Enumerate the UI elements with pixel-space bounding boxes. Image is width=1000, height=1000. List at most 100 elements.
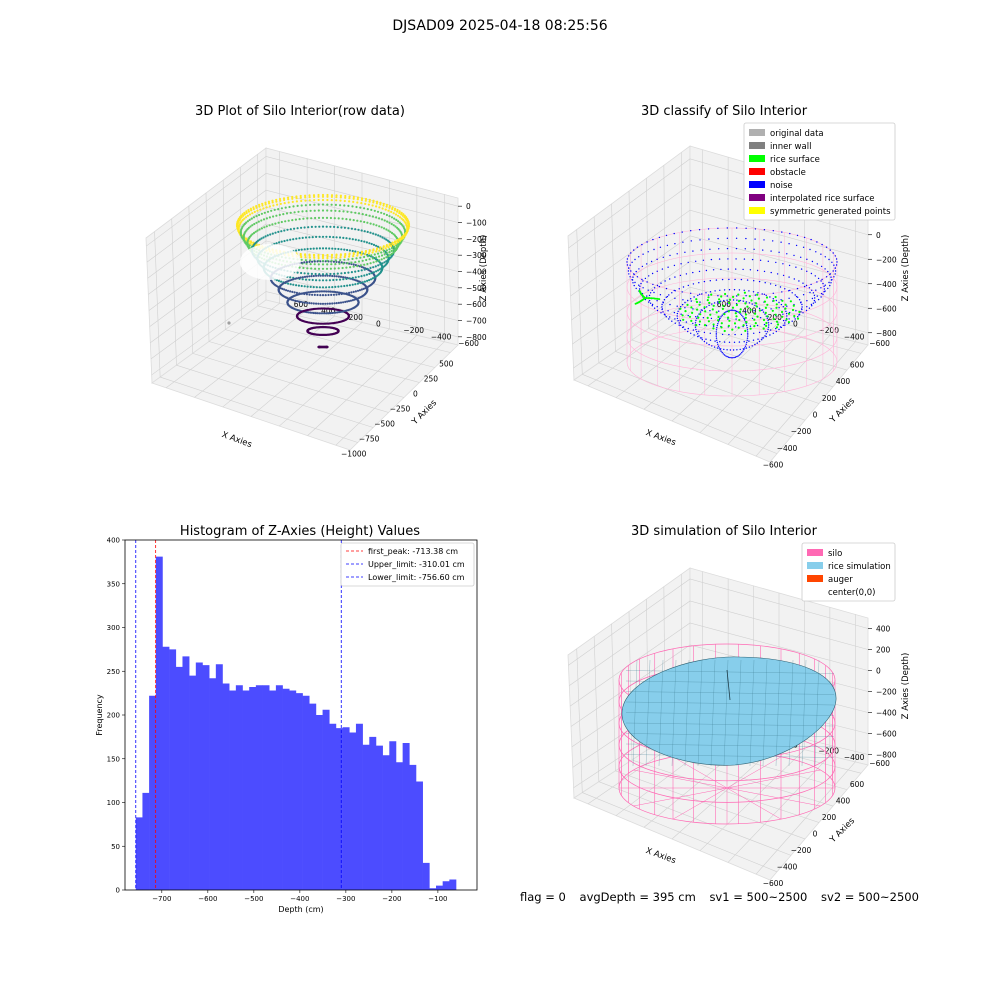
data-point [246, 220, 249, 223]
x-tick-label: −700 [152, 895, 171, 903]
noise-point [782, 263, 784, 265]
grid-line [681, 305, 862, 354]
grid-line [570, 209, 869, 297]
noise-point [701, 337, 703, 339]
rice-surface-point [758, 309, 762, 312]
data-point [376, 252, 380, 255]
data-point [308, 260, 311, 263]
noise-point [764, 335, 766, 337]
noise-point [696, 317, 698, 319]
grid-line [671, 322, 780, 422]
data-point [321, 290, 325, 293]
data-point [312, 286, 315, 289]
noise-point [742, 268, 744, 271]
data-point [357, 228, 360, 231]
rice-surface-point [712, 327, 715, 330]
noise-point [816, 281, 818, 283]
noise-point [721, 278, 724, 281]
data-point [363, 255, 366, 259]
noise-point [674, 243, 676, 245]
noise-point [811, 289, 813, 291]
data-point [310, 275, 313, 278]
data-point [297, 210, 300, 213]
noise-point [812, 292, 815, 294]
noise-point [744, 319, 746, 321]
rice-surface-point [762, 327, 765, 330]
noise-point [638, 284, 640, 286]
data-point [314, 267, 317, 270]
rice-surface-point [750, 299, 753, 302]
noise-point [715, 333, 717, 335]
data-point [390, 231, 394, 235]
figure-title: DJSAD09 2025-04-18 08:25:56 [392, 18, 608, 34]
grid-line [568, 578, 869, 666]
noise-point [835, 258, 838, 260]
noise-point [636, 246, 639, 248]
data-point [255, 244, 258, 247]
noise-point [775, 299, 777, 302]
noise-point [743, 317, 745, 319]
grid-line [257, 305, 451, 353]
data-point [339, 199, 342, 202]
noise-point [713, 346, 716, 348]
data-point [350, 261, 353, 264]
histogram-bar [369, 736, 377, 891]
noise-point [629, 276, 631, 278]
data-point [315, 286, 318, 289]
noise-point [641, 265, 644, 268]
legend-box [340, 542, 475, 587]
data-point [295, 277, 299, 280]
noise-point [776, 273, 779, 275]
data-point [368, 250, 371, 253]
noise-point [720, 268, 722, 271]
rice-surface-point [723, 313, 726, 316]
grid-line [279, 328, 390, 427]
data-point [325, 267, 329, 270]
data-point [369, 262, 372, 265]
noise-point [700, 249, 702, 251]
grid-line [569, 622, 869, 707]
legend-swatch [749, 194, 765, 201]
data-point [390, 222, 393, 226]
data-point [308, 275, 311, 278]
noise-point [825, 246, 828, 248]
noise-point [703, 340, 706, 343]
noise-point [758, 331, 761, 334]
data-point [294, 277, 297, 280]
y-tick-label: −200 [403, 326, 424, 335]
data-point [319, 302, 322, 305]
noise-point [816, 241, 818, 243]
rice-surface-point [755, 305, 758, 308]
data-point [324, 274, 327, 277]
data-point [381, 248, 384, 251]
noise-point [772, 240, 774, 242]
data-point [315, 279, 318, 282]
grid-line [149, 240, 459, 327]
noise-point [744, 347, 746, 349]
mesh-line [658, 659, 664, 767]
noise-point [800, 301, 802, 303]
noise-point [706, 342, 708, 344]
data-point [260, 212, 263, 215]
rice-surface-point [737, 326, 740, 329]
noise-point [712, 325, 715, 327]
data-point [271, 201, 274, 204]
rice-surface-point [771, 309, 774, 312]
rice-surface-point [781, 299, 784, 302]
data-point [332, 293, 335, 296]
data-point [321, 193, 325, 197]
data-point [380, 267, 383, 270]
legend-swatch [749, 142, 765, 149]
rice-surface-point [749, 327, 752, 330]
noise-point [821, 278, 823, 281]
noise-point [767, 326, 770, 328]
noise-point [817, 298, 820, 301]
noise-point [769, 283, 772, 285]
data-point [348, 253, 351, 256]
noise-point [802, 282, 804, 284]
data-point [356, 201, 359, 204]
noise-point [653, 287, 656, 289]
mesh-line [625, 680, 835, 685]
data-point [333, 267, 336, 270]
noise-point [656, 270, 658, 272]
